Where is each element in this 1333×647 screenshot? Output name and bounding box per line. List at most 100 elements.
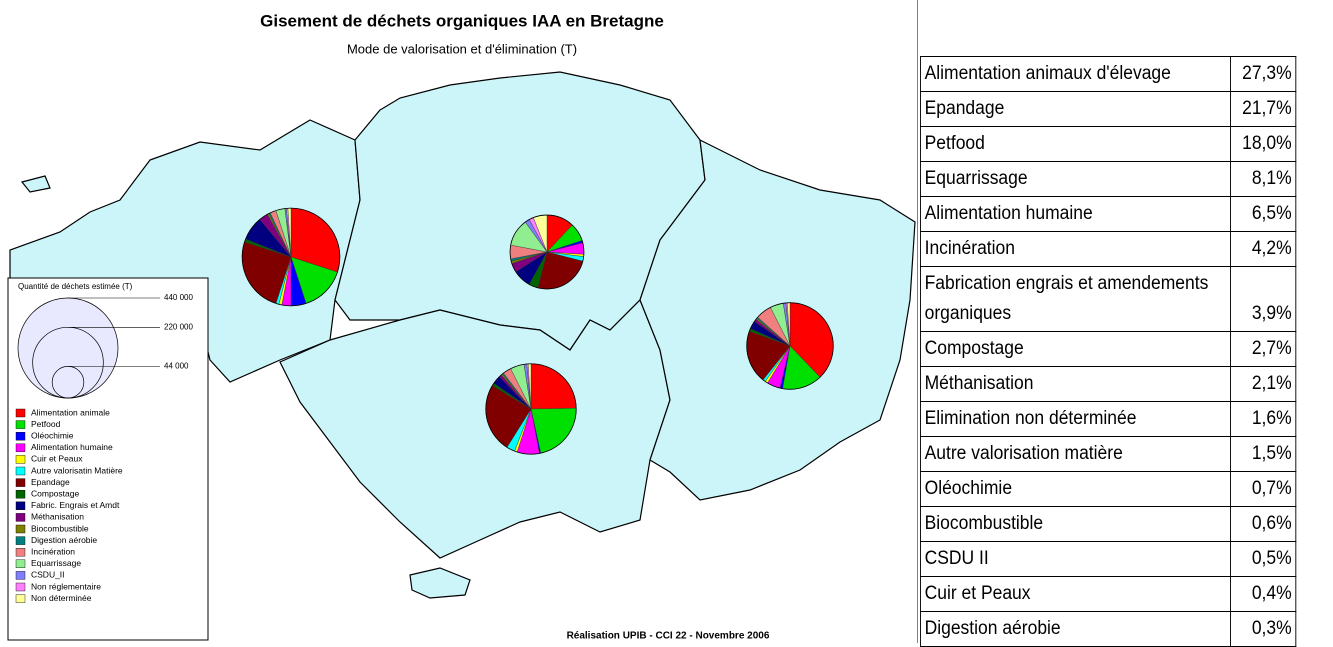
share-value: 4,2% [1230, 231, 1297, 267]
island [20, 175, 51, 193]
legend-label: Petfood [31, 419, 61, 429]
share-value: 0,4% [1230, 576, 1297, 612]
legend-swatch [15, 548, 26, 557]
share-label: Equarrissage [920, 161, 1231, 197]
legend-swatch [15, 432, 26, 441]
legend-swatch [15, 455, 26, 464]
legend-label: Epandage [31, 477, 70, 487]
legend-label: Non déterminée [31, 593, 92, 603]
legend-label: Autre valorisatin Matière [31, 465, 123, 475]
legend-swatch [15, 408, 26, 418]
legend-label: Equarrissage [31, 558, 81, 568]
legend-swatch [15, 490, 26, 499]
share-label: Autre valorisation matière [920, 436, 1231, 472]
legend-label: Méthanisation [31, 512, 84, 522]
pie-size [485, 363, 577, 455]
scale-label: 44 000 [164, 361, 189, 370]
table-row: Elimination non déterminée 1,6% [920, 401, 1297, 437]
share-value: 21,7% [1230, 91, 1297, 127]
share-label: Elimination non déterminée [920, 401, 1231, 437]
finistere [9, 119, 361, 383]
legend-label: Non réglementaire [31, 581, 101, 591]
share-label: Méthanisation [920, 366, 1231, 402]
legend-label: Alimentation humaine [31, 442, 113, 452]
table-row: Digestion aérobie 0,3% [920, 611, 1297, 647]
table-row: Méthanisation 2,1% [920, 366, 1297, 402]
table-row: Compostage 2,7% [920, 331, 1297, 367]
table-row: Autre valorisation matière 1,5% [920, 436, 1297, 472]
pie-size [241, 207, 341, 307]
share-value: 1,6% [1230, 401, 1297, 437]
table-row: Epandage 21,7% [920, 91, 1297, 127]
legend-swatch [15, 536, 26, 545]
share-value: 27,3% [1230, 56, 1297, 92]
subtitle: Mode de valorisation et d'élimination (T… [347, 41, 577, 56]
legend-label: Fabric. Engrais et Amdt [31, 500, 120, 510]
legend-swatch [15, 559, 26, 568]
departments [9, 71, 916, 599]
share-value: 6,5% [1230, 196, 1297, 232]
legend-swatch [15, 443, 26, 452]
table-row: Fabrication engrais et amendements organ… [920, 266, 1297, 332]
legend-label: Digestion aérobie [31, 535, 97, 545]
share-value: 0,5% [1230, 541, 1297, 577]
table-row: Alimentation humaine 6,5% [920, 196, 1297, 232]
table-row: Alimentation animaux d'élevage 27,3% [920, 56, 1297, 92]
morbihan [279, 298, 671, 559]
share-label: Oléochimie [920, 471, 1231, 507]
share-label: Petfood [920, 126, 1231, 162]
share-value: 8,1% [1230, 161, 1297, 197]
legend-label: Alimentation animale [31, 407, 110, 417]
table-row: CSDU II 0,5% [920, 541, 1297, 577]
credit: Réalisation UPIB - CCI 22 - Novembre 200… [567, 631, 770, 642]
legend-swatch [15, 466, 26, 476]
share-label: Epandage [920, 91, 1231, 127]
legend-label: Oléochimie [31, 430, 74, 440]
title: Gisement de déchets organiques IAA en Br… [260, 11, 664, 30]
table-row: Cuir et Peaux 0,4% [920, 576, 1297, 612]
table-row: Equarrissage 8,1% [920, 161, 1297, 197]
share-label: Alimentation animaux d'élevage [920, 56, 1231, 92]
legend-swatch [15, 571, 26, 580]
share-value: 2,1% [1230, 366, 1297, 402]
share-label: Biocombustible [920, 506, 1231, 542]
table-row: Oléochimie 0,7% [920, 471, 1297, 507]
share-label: Compostage [920, 331, 1231, 367]
share-value: 2,7% [1230, 331, 1297, 367]
legend-swatch [15, 594, 26, 603]
pie-size [746, 302, 834, 390]
share-table: Alimentation animaux d'élevage 27,3% Epand… [920, 56, 1297, 647]
share-value: 0,3% [1230, 611, 1297, 647]
share-label: CSDU II [920, 541, 1231, 577]
legend-swatch [15, 582, 26, 592]
share-label: Incinération [920, 231, 1231, 267]
table-row: Incinération 4,2% [920, 231, 1297, 267]
map: Gisement de déchets organiques IAA en Br… [7, 0, 918, 643]
legend-swatch [15, 513, 26, 522]
share-value: 1,5% [1230, 436, 1297, 472]
scale-circle [17, 297, 119, 399]
legend-label: Compostage [31, 488, 79, 498]
legend-label: CSDU_II [31, 570, 65, 580]
legend-swatch [15, 524, 26, 534]
share-label: Cuir et Peaux [920, 576, 1231, 612]
share-label: Fabrication engrais et amendements organ… [920, 266, 1231, 332]
legend-label: Cuir et Peaux [31, 454, 83, 464]
share-value: 0,6% [1230, 506, 1297, 542]
legend-swatch [15, 478, 26, 487]
scale-label: 440 000 [164, 293, 193, 302]
island [409, 567, 471, 599]
legend-swatch [15, 420, 26, 429]
share-value: 3,9% [1230, 266, 1297, 332]
pie-size [509, 214, 585, 290]
table-row: Biocombustible 0,6% [920, 506, 1297, 542]
scale-label: 220 000 [164, 322, 193, 331]
share-value: 0,7% [1230, 471, 1297, 507]
table-row: Petfood 18,0% [920, 126, 1297, 162]
legend-label: Biocombustible [31, 523, 89, 533]
share-label: Alimentation humaine [920, 196, 1231, 232]
legend-swatch [15, 501, 26, 510]
legend-label: Incinération [31, 546, 75, 556]
legend-title: Quantité de déchets estimée (T) [18, 282, 133, 291]
